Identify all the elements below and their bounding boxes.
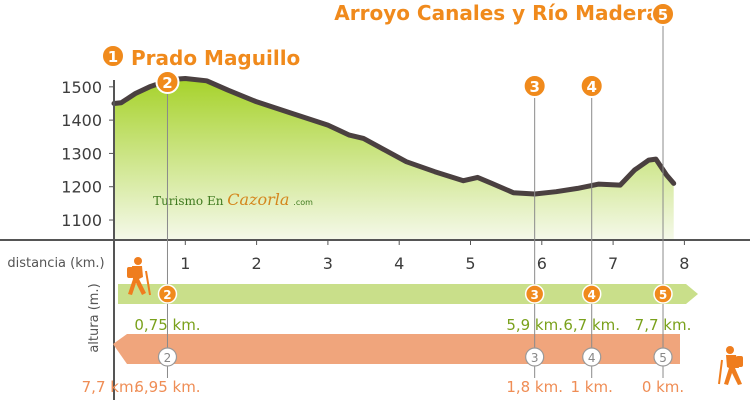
- y-tick-label: 1300: [61, 144, 102, 163]
- profile-area: [114, 78, 674, 240]
- return-marker: [582, 347, 602, 367]
- x-tick-label: 6: [537, 254, 547, 273]
- waypoint-number: 3: [529, 78, 539, 96]
- waypoint-marker: [522, 74, 547, 98]
- return-marker-number: 3: [531, 351, 539, 365]
- outbound-distance-label: 7,7 km.: [635, 316, 692, 334]
- return-marker: [157, 347, 178, 367]
- return-marker-number: 2: [164, 351, 172, 365]
- hiker-icon: [718, 346, 743, 385]
- return-distance-label: 7,7 km.: [82, 378, 139, 396]
- return-distance-label: 1 km.: [571, 378, 613, 396]
- outbound-distance-label: 5,9 km.: [506, 316, 563, 334]
- outbound-marker: [157, 284, 178, 304]
- y-axis-label: altura (m.): [87, 283, 102, 352]
- start-label: Prado Maguillo: [131, 46, 300, 70]
- watermark: Turismo En Cazorla .com: [153, 190, 313, 209]
- watermark-part2: En: [207, 194, 224, 208]
- outbound-distance-label: 6,7 km.: [563, 316, 620, 334]
- waypoint-marker: [155, 70, 180, 94]
- outbound-distance-label: 0,75 km.: [134, 316, 200, 334]
- return-marker-number: 4: [588, 351, 596, 365]
- return-marker: [525, 347, 545, 367]
- x-tick-label: 5: [465, 254, 475, 273]
- chart-title: Arroyo Canales y Río Madera: [334, 1, 659, 25]
- return-marker: [653, 347, 673, 367]
- watermark-part4: .com: [293, 198, 313, 207]
- y-tick-label: 1400: [61, 111, 102, 130]
- outbound-marker-number: 5: [659, 288, 667, 302]
- y-tick-label: 1200: [61, 178, 102, 197]
- waypoint-marker: [101, 44, 125, 68]
- outbound-marker-number: 3: [530, 288, 538, 302]
- outbound-marker: [524, 284, 545, 304]
- outbound-arrow: [118, 284, 698, 304]
- y-tick-label: 1100: [61, 211, 102, 230]
- x-tick-label: 3: [323, 254, 333, 273]
- hiker-icon: [127, 257, 151, 296]
- x-tick-label: 4: [394, 254, 404, 273]
- y-tick-label: 1500: [61, 78, 102, 97]
- waypoint-marker: [651, 2, 676, 26]
- return-marker-number: 5: [659, 351, 667, 365]
- x-tick-label: 8: [679, 254, 689, 273]
- return-distance-label: 6,95 km.: [134, 378, 200, 396]
- waypoint-marker: [579, 74, 604, 98]
- outbound-marker-number: 4: [588, 288, 596, 302]
- watermark-part1: Turismo: [153, 194, 203, 208]
- x-tick-label: 2: [252, 254, 262, 273]
- outbound-marker: [653, 284, 673, 304]
- watermark-part3: Cazorla: [227, 190, 289, 209]
- x-axis-label: distancia (km.): [7, 256, 104, 271]
- outbound-marker-number: 2: [163, 288, 171, 302]
- x-tick-label: 1: [180, 254, 190, 273]
- profile-line: [111, 76, 677, 197]
- waypoint-number: 1: [108, 48, 118, 66]
- waypoint-number: 2: [162, 74, 172, 92]
- waypoint-number: 4: [586, 78, 596, 96]
- x-tick-label: 7: [608, 254, 618, 273]
- outbound-marker: [581, 284, 602, 304]
- chart-marks: 1100 1200 1300 1400 1500 1 2 3 4 5 6 7 8 1 2 3 4 5 2 0,75 k…: [61, 2, 692, 396]
- return-distance-label: 0 km.: [642, 378, 684, 396]
- waypoint-number: 5: [658, 6, 668, 24]
- return-distance-label: 1,8 km.: [506, 378, 563, 396]
